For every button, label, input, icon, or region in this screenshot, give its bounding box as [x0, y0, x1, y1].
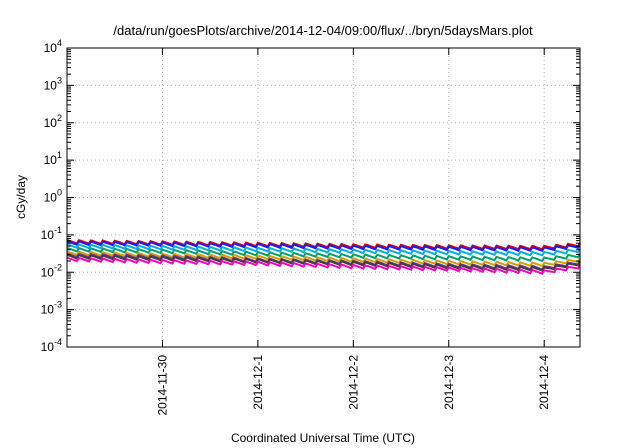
series-line-3	[66, 246, 581, 263]
y-axis-label: cGy/day	[14, 175, 28, 219]
series-line-2	[66, 243, 581, 257]
x-tick-label: 2014-12-2	[346, 355, 360, 410]
series-line-6	[66, 253, 581, 272]
x-axis-label: Coordinated Universal Time (UTC)	[231, 431, 415, 445]
x-tick-label: 2014-12-3	[442, 355, 456, 410]
grid-lines	[67, 48, 580, 347]
series-line-1	[66, 240, 581, 253]
chart-title: /data/run/goesPlots/archive/2014-12-04/0…	[113, 23, 533, 38]
series-group	[66, 239, 581, 275]
x-axis-ticks: 2014-11-30 2014-12-1 2014-12-2 2014-12-3 201…	[155, 48, 551, 416]
x-tick-label: 2014-12-1	[251, 355, 265, 410]
series-line-4	[66, 250, 581, 268]
series-line-7	[66, 256, 581, 275]
x-tick-label: 2014-12-4	[537, 355, 551, 410]
x-tick-label: 2014-11-30	[155, 355, 169, 416]
